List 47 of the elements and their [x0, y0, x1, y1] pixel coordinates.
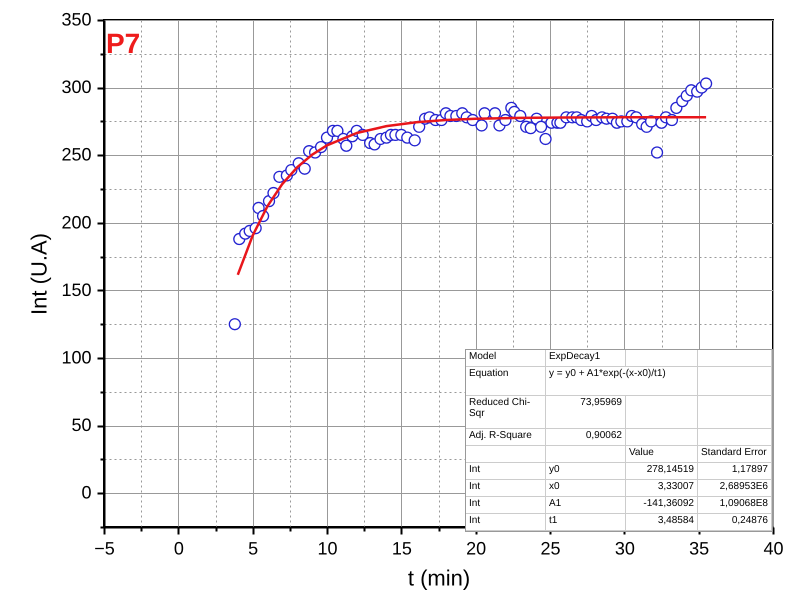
x-tick-label: −5 [94, 538, 115, 558]
x-tick-label: 20 [466, 538, 486, 558]
y-axis-title: Int (U.A) [26, 233, 52, 315]
annotation: P7 [106, 28, 140, 60]
x-axis-title: t (min) [408, 566, 470, 590]
annotation: -141,36092 [626, 497, 698, 514]
annotation: Model [466, 350, 546, 367]
annotation: Int [466, 480, 546, 497]
annotation: t1 [546, 514, 626, 531]
y-tick-label: 300 [61, 77, 92, 98]
annotation: y = y0 + A1*exp(-(x-x0)/t1) [546, 367, 698, 396]
annotation: 3,48584 [626, 514, 698, 531]
annotation: Standard Error [698, 446, 772, 463]
annotation: 278,14519 [626, 463, 698, 480]
x-tick-label: 25 [540, 538, 561, 558]
y-tick-label: 50 [71, 415, 92, 436]
annotation: ExpDecay1 [546, 350, 626, 367]
annotation: 1,17897 [698, 463, 772, 480]
annotation: 2,68953E6 [698, 480, 772, 497]
y-tick-label: 350 [61, 10, 92, 30]
y-tick-label: 150 [61, 280, 92, 300]
y-tick-label: 250 [61, 144, 92, 165]
annotation: Int [466, 514, 546, 531]
y-tick-label: 200 [61, 212, 92, 232]
annotation: 73,95969 [546, 396, 626, 429]
annotation: y0 [546, 463, 626, 480]
annotation: Adj. R-Square [466, 429, 546, 446]
annotation: 1,09068E8 [698, 497, 772, 514]
x-tick-label: 5 [248, 538, 258, 558]
x-tick-label: 10 [317, 538, 338, 558]
annotation: x0 [546, 480, 626, 497]
annotation: Int [466, 497, 546, 514]
annotation: 3,33007 [626, 480, 698, 497]
annotation: Reduced Chi-Sqr [466, 396, 546, 429]
x-tick-label: 35 [689, 538, 710, 558]
x-tick-label: 40 [763, 538, 784, 558]
x-tick-label: 0 [174, 538, 184, 558]
x-tick-label: 15 [392, 538, 412, 558]
annotation: 0,90062 [546, 429, 626, 446]
annotation: Value [626, 446, 698, 463]
annotation: 0,24876 [698, 514, 772, 531]
annotation: Int [466, 463, 546, 480]
y-tick-label: 100 [61, 348, 92, 368]
x-tick-label: 30 [614, 538, 635, 558]
annotation: A1 [546, 497, 626, 514]
y-tick-label: 0 [81, 482, 92, 503]
annotation: Equation [466, 367, 546, 396]
